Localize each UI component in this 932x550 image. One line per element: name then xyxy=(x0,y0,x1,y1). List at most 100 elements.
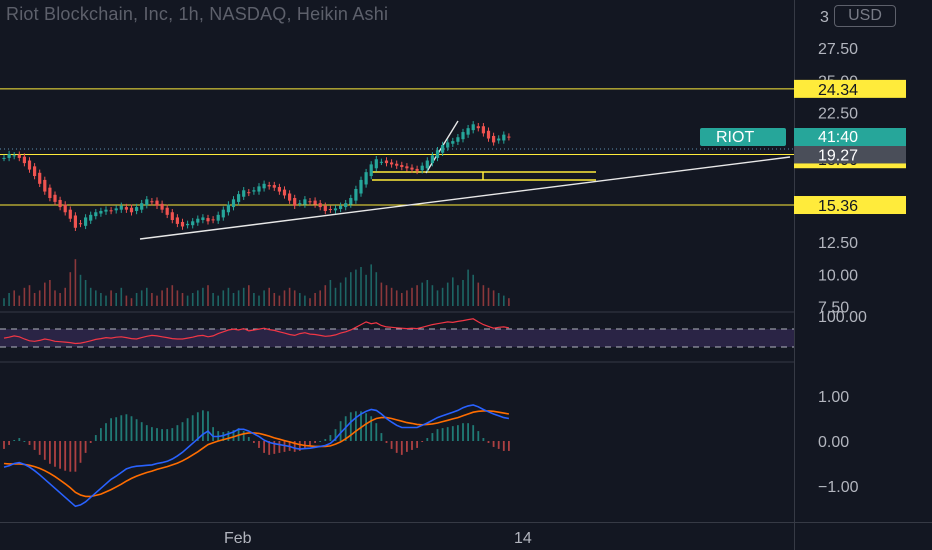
candle-body xyxy=(124,207,128,210)
volume-bar xyxy=(293,290,296,306)
candle-body xyxy=(145,199,149,206)
volume-bar xyxy=(299,293,301,306)
volume-bar xyxy=(13,290,15,306)
histogram-bar xyxy=(166,429,169,441)
histogram-bar xyxy=(324,439,327,441)
volume-bar xyxy=(385,285,388,306)
histogram-bar xyxy=(156,428,158,441)
volume-bar xyxy=(426,280,429,306)
volume-bar xyxy=(130,298,133,306)
volume-bar xyxy=(197,290,199,306)
rising-trendline[interactable] xyxy=(139,156,791,240)
volume-bar xyxy=(395,290,398,306)
histogram-bar xyxy=(467,423,469,441)
candle-body xyxy=(114,208,118,211)
volume-bar xyxy=(89,287,92,306)
volume-bar xyxy=(304,295,306,306)
histogram-bar xyxy=(349,412,352,441)
volume-bar xyxy=(186,295,189,306)
candle-body xyxy=(22,156,26,164)
histogram-bar xyxy=(492,441,495,447)
volume-bar xyxy=(69,272,72,306)
candle-body xyxy=(435,150,440,158)
histogram-bar xyxy=(314,441,316,443)
macd-tick-1: 1.00 xyxy=(818,389,849,406)
histogram-bar xyxy=(100,428,102,441)
candle-body xyxy=(191,221,195,226)
histogram-bar xyxy=(502,441,505,451)
volume-bar xyxy=(263,290,265,306)
volume-bar xyxy=(324,285,327,306)
histogram-bar xyxy=(462,423,464,441)
candle-body xyxy=(456,137,460,142)
volume-bar xyxy=(227,287,230,306)
histogram-bar xyxy=(339,421,342,441)
candle-body xyxy=(109,210,113,212)
volume-bar xyxy=(64,287,66,306)
volume-bar xyxy=(140,290,143,306)
candle-body xyxy=(288,193,292,201)
histogram-bar xyxy=(426,438,429,441)
candle-body xyxy=(17,154,21,158)
candle-body xyxy=(405,166,409,169)
price-tick-top: 3 xyxy=(820,9,829,26)
candle-body xyxy=(257,186,261,192)
currency-button[interactable]: USD xyxy=(834,5,896,27)
histogram-bar xyxy=(3,441,5,449)
candle-body xyxy=(38,172,42,184)
volume-bar xyxy=(472,274,474,306)
candlesticks[interactable] xyxy=(2,121,511,232)
candle-body xyxy=(395,163,399,166)
histogram-bar xyxy=(161,429,163,441)
candle-body xyxy=(170,212,174,221)
histogram-bar xyxy=(8,441,10,445)
rsi-line[interactable] xyxy=(3,318,510,345)
price-tick-22-50: 22.50 xyxy=(818,106,858,123)
candle-body xyxy=(339,205,343,210)
histogram-bar xyxy=(196,412,199,441)
price-tag-19-27 xyxy=(794,145,906,164)
histogram-bar xyxy=(59,441,61,469)
volume-bar xyxy=(161,290,163,306)
histogram-bar xyxy=(94,435,97,441)
histogram-bar xyxy=(69,441,72,472)
histogram-bar xyxy=(431,433,434,441)
candle-body xyxy=(333,208,338,211)
candle-body xyxy=(400,165,404,167)
histogram-bar xyxy=(232,430,235,441)
histogram-bar xyxy=(309,441,311,446)
volume-bar xyxy=(416,285,418,306)
histogram-bar xyxy=(186,418,189,441)
candle-body xyxy=(354,188,358,201)
time-tick-14: 14 xyxy=(514,530,532,547)
volume-bar xyxy=(436,290,439,306)
histogram-bar xyxy=(140,422,143,441)
candle-body xyxy=(89,214,93,221)
volume-bar xyxy=(95,290,97,306)
chart-title: Riot Blockchain, Inc, 1h, NASDAQ, Heikin… xyxy=(6,4,389,24)
volume-bar xyxy=(339,282,342,306)
candle-body xyxy=(349,198,353,205)
histogram-bar xyxy=(222,432,225,441)
volume-bar xyxy=(125,295,128,306)
candle-body xyxy=(344,203,348,208)
volume-bar xyxy=(151,293,153,306)
histogram-bar xyxy=(319,441,322,442)
histogram-bar xyxy=(406,441,408,452)
candle-body xyxy=(63,204,67,213)
histogram-bar xyxy=(421,441,424,442)
candle-body xyxy=(420,165,424,171)
macd-line[interactable] xyxy=(3,404,510,508)
histogram-bar xyxy=(84,441,87,453)
candle-body xyxy=(237,194,241,202)
candle-body xyxy=(476,126,480,129)
candle-body xyxy=(461,132,465,140)
candle-body xyxy=(242,190,246,197)
volume-bar xyxy=(84,280,87,306)
volume-bar xyxy=(365,274,367,306)
volume-bar xyxy=(49,280,51,306)
candle-body xyxy=(7,154,11,158)
candle-body xyxy=(99,210,103,214)
volume-bars xyxy=(3,259,510,306)
